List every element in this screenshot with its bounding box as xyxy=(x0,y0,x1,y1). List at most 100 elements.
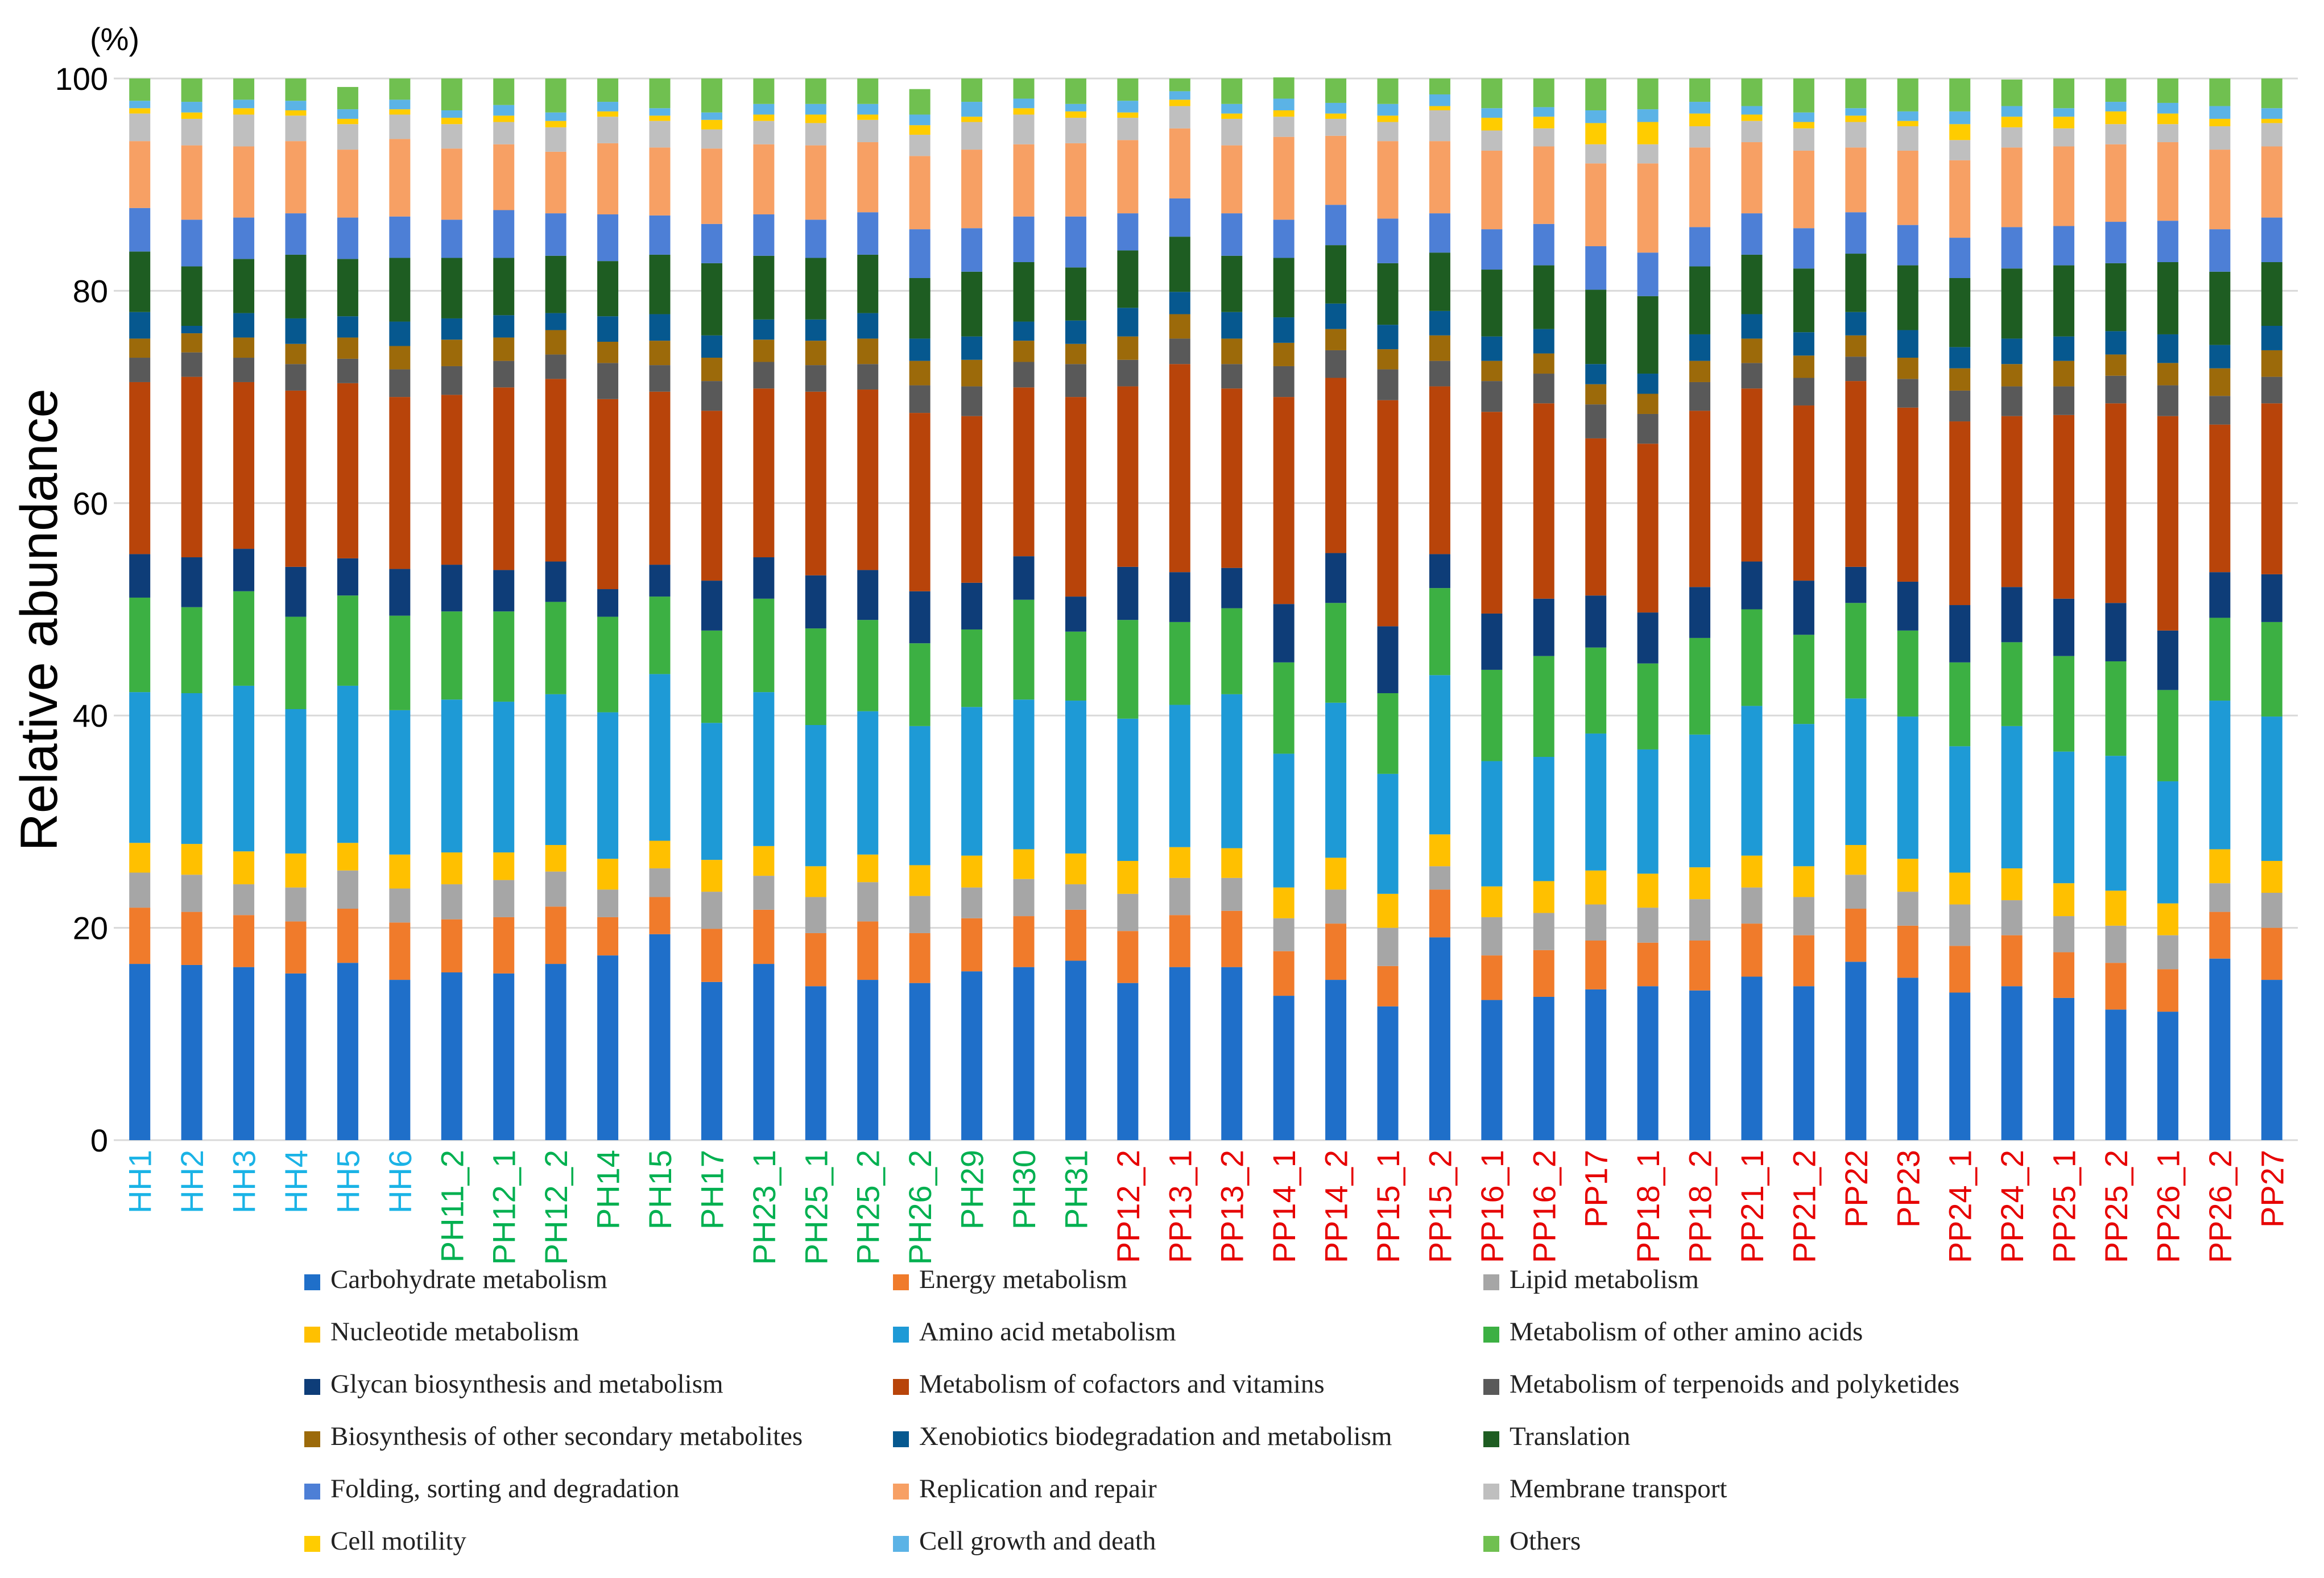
bar-segment-PH29-17 xyxy=(961,78,983,102)
bar-segment-PP22-14 xyxy=(1845,122,1867,148)
bar-segment-HH5-17 xyxy=(337,86,358,110)
bar-segment-PP12_2-10 xyxy=(1117,308,1139,337)
y-tick-40: 40 xyxy=(73,698,108,734)
bar-segment-PP13_2-4 xyxy=(1221,694,1243,848)
bar-segment-PP25_2-0 xyxy=(2105,1009,2127,1140)
x-tick-PP27: PP27 xyxy=(2254,1150,2290,1228)
bar-segment-PP14_2-4 xyxy=(1325,702,1347,858)
bar-segment-PP15_1-7 xyxy=(1377,400,1399,627)
bar-segment-PP27-9 xyxy=(2261,350,2282,377)
bar-segment-PH12_2-11 xyxy=(545,255,566,313)
bar-segment-PH12_1-6 xyxy=(493,570,515,612)
bar-segment-PH12_1-12 xyxy=(493,210,515,258)
bar-segment-PP18_2-7 xyxy=(1689,411,1711,587)
bar-segment-PP22-4 xyxy=(1845,698,1867,845)
bar-segment-PH15-1 xyxy=(649,897,671,934)
bar-segment-PP25_1-2 xyxy=(2053,916,2075,952)
bar-segment-PP13_2-7 xyxy=(1221,388,1243,568)
bar-segment-PP25_1-9 xyxy=(2053,361,2075,387)
bar-segment-PH25_2-0 xyxy=(857,980,879,1140)
bar-segment-PP18_1-1 xyxy=(1637,942,1659,987)
bar-segment-PH31-13 xyxy=(1065,143,1086,217)
x-tick-PP15_1: PP15_1 xyxy=(1370,1150,1406,1263)
bar-segment-PH25_2-7 xyxy=(857,390,879,570)
bar-segment-PP16_1-9 xyxy=(1481,361,1503,382)
bar-segment-PP15_1-12 xyxy=(1377,218,1399,263)
bar-segment-PP18_2-8 xyxy=(1689,382,1711,411)
bar-segment-HH2-6 xyxy=(181,557,202,607)
bar-segment-HH3-8 xyxy=(233,358,255,382)
bar-segment-PP18_2-5 xyxy=(1689,637,1711,735)
bar-segment-PH26_2-5 xyxy=(909,643,931,726)
bar-segment-PH25_2-16 xyxy=(857,103,879,115)
bar-segment-PP15_2-10 xyxy=(1429,310,1450,336)
bar-segment-PP18_1-14 xyxy=(1637,144,1659,164)
bar-segment-HH2-11 xyxy=(181,266,202,326)
bar-segment-PP15_1-16 xyxy=(1377,103,1399,116)
bar-segment-PH26_2-10 xyxy=(909,338,931,361)
bar-segment-PP17-17 xyxy=(1585,78,1607,111)
bar-segment-HH4-13 xyxy=(285,141,307,214)
bar-segment-PP14_1-15 xyxy=(1273,110,1295,117)
bar-segment-PP14_1-17 xyxy=(1273,77,1295,99)
bar-segment-PH14-10 xyxy=(597,316,619,342)
bar-segment-PH25_2-2 xyxy=(857,882,879,922)
bar-segment-PP22-5 xyxy=(1845,603,1867,699)
bar-segment-PP21_2-12 xyxy=(1793,228,1814,269)
bar-segment-PH12_2-8 xyxy=(545,354,566,379)
bar-segment-PP24_2-17 xyxy=(2001,79,2023,106)
bar-segment-PP21_2-5 xyxy=(1793,635,1814,724)
bar-segment-PP26_2-17 xyxy=(2209,78,2231,106)
bar-segment-PP23-3 xyxy=(1897,859,1918,892)
bar-segment-PP24_2-6 xyxy=(2001,587,2023,643)
bar-segment-PP21_2-16 xyxy=(1793,112,1814,122)
bar-segment-PP21_1-15 xyxy=(1741,114,1763,121)
bar-segment-PH17-14 xyxy=(701,129,722,149)
bar-segment-PH29-8 xyxy=(961,386,983,416)
bar-segment-PH25_1-1 xyxy=(805,933,826,987)
bar-stack-PP24_2 xyxy=(2001,79,2023,1140)
bar-segment-PH30-12 xyxy=(1013,216,1035,262)
bar-segment-HH1-3 xyxy=(129,843,151,873)
x-tick-PH15: PH15 xyxy=(642,1150,678,1229)
bar-segment-PP25_1-17 xyxy=(2053,78,2075,109)
bar-segment-PP16_2-8 xyxy=(1533,374,1554,404)
bar-segment-PP16_1-8 xyxy=(1481,381,1503,412)
bar-segment-HH2-17 xyxy=(181,78,202,102)
bar-segment-PH23_1-4 xyxy=(753,692,775,846)
bar-segment-PH26_2-9 xyxy=(909,361,931,386)
x-tick-PH14: PH14 xyxy=(590,1150,626,1229)
bar-segment-PP24_1-13 xyxy=(1949,160,1971,238)
bar-segment-HH5-0 xyxy=(337,963,358,1140)
bar-segment-PH11_2-10 xyxy=(441,318,462,340)
bar-segment-PP26_1-11 xyxy=(2157,262,2178,334)
bar-segment-PH25_2-1 xyxy=(857,921,879,980)
bar-segment-PH17-2 xyxy=(701,892,722,929)
bar-segment-HH3-6 xyxy=(233,549,255,591)
bar-segment-PH30-8 xyxy=(1013,362,1035,388)
bar-segment-PH15-15 xyxy=(649,115,671,121)
bar-segment-PH25_1-8 xyxy=(805,365,826,392)
bar-segment-PP14_2-13 xyxy=(1325,135,1347,205)
bar-segment-HH2-1 xyxy=(181,912,202,965)
bar-stack-PH12_2 xyxy=(545,78,566,1140)
bar-segment-PP15_1-4 xyxy=(1377,773,1399,894)
bar-segment-PP27-4 xyxy=(2261,716,2282,861)
bar-segment-PH30-2 xyxy=(1013,879,1035,917)
bar-segment-PP18_1-10 xyxy=(1637,374,1659,394)
bar-segment-HH1-16 xyxy=(129,101,151,109)
bar-segment-PP22-9 xyxy=(1845,335,1867,357)
bar-segment-PP23-8 xyxy=(1897,379,1918,408)
bar-segment-HH2-3 xyxy=(181,844,202,875)
bar-segment-PH26_2-17 xyxy=(909,89,931,115)
bar-segment-PP24_1-12 xyxy=(1949,238,1971,278)
bar-segment-PH17-8 xyxy=(701,381,722,411)
bar-segment-PP17-2 xyxy=(1585,904,1607,941)
bar-segment-PP15_2-6 xyxy=(1429,554,1450,589)
bar-segment-PH14-2 xyxy=(597,889,619,917)
bar-segment-PH29-11 xyxy=(961,271,983,337)
bar-segment-PP16_1-7 xyxy=(1481,412,1503,614)
bar-segment-PH25_1-14 xyxy=(805,123,826,146)
bar-segment-PH14-11 xyxy=(597,261,619,317)
bar-segment-PH25_2-14 xyxy=(857,119,879,143)
